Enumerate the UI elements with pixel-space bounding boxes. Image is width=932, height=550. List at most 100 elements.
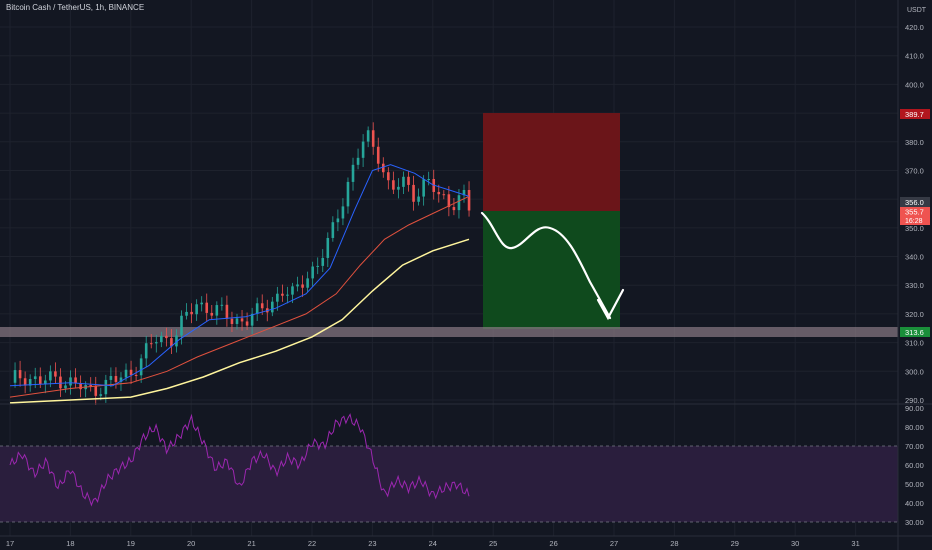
interval-label[interactable]: 1h [95, 3, 105, 12]
candle-body [18, 370, 22, 379]
candle-body [195, 304, 198, 315]
candle-body [296, 284, 299, 287]
candle-body [44, 380, 47, 385]
time-tick-label: 29 [731, 539, 739, 548]
price-tick-label: 320.0 [905, 310, 924, 319]
candle-body [225, 304, 229, 319]
price-tick-label: 290.0 [905, 396, 924, 405]
time-tick-label: 25 [489, 539, 497, 548]
candle-body [397, 186, 400, 190]
support-price-label: 313.6 [905, 328, 924, 337]
candle-body [387, 172, 390, 181]
candle-body [316, 265, 320, 267]
candle-body [311, 266, 314, 279]
candle-body [215, 305, 219, 316]
candle-body [89, 385, 93, 387]
candle-body [28, 379, 32, 386]
support-zone[interactable] [0, 327, 898, 337]
candle-body [160, 335, 163, 343]
candle-body [230, 318, 234, 324]
stop-price-label: 389.7 [905, 110, 924, 119]
rsi-tick-label: 70.00 [905, 442, 924, 451]
header-separator: , [90, 3, 96, 12]
candle-body [240, 318, 244, 322]
candle-body [417, 196, 420, 202]
time-tick-label: 20 [187, 539, 195, 548]
candle-body [69, 377, 72, 386]
candle-body [190, 311, 193, 315]
time-tick-label: 21 [247, 539, 255, 548]
candle-body [245, 321, 249, 326]
candle-body [271, 301, 274, 313]
rsi-line [9, 413, 470, 507]
time-tick-label: 28 [670, 539, 678, 548]
candle-body [104, 379, 108, 395]
rsi-band [0, 446, 898, 522]
candle-body [250, 313, 254, 326]
rsi-tick-label: 40.00 [905, 499, 924, 508]
price-tick-label: 350.0 [905, 224, 924, 233]
rsi-tick-label: 80.00 [905, 423, 924, 432]
projected-path-arrowhead [596, 288, 625, 321]
price-tick-label: 400.0 [905, 80, 924, 89]
candle-body [139, 358, 143, 376]
candle-body [331, 222, 335, 238]
candle-body [144, 343, 148, 359]
candle-body [361, 141, 365, 158]
candle-body [381, 163, 385, 173]
candle-body [371, 130, 375, 147]
candle-body [356, 157, 360, 165]
candle-body [185, 311, 188, 316]
candle-body [462, 189, 466, 196]
price-tick-label: 300.0 [905, 367, 924, 376]
candle-body [321, 257, 325, 266]
rsi-axis[interactable]: 90.00 80.00 70.00 60.00 50.00 40.00 30.00 [905, 404, 924, 527]
candle-body [79, 382, 82, 390]
ema-slow-line [9, 238, 470, 404]
chart-header[interactable]: Bitcoin Cash / TetherUS, 1h, BINANCE [6, 3, 144, 12]
candle-body [376, 146, 380, 164]
rsi-tick-label: 90.00 [905, 404, 924, 413]
countdown-label: 16:28 [905, 218, 923, 225]
candle-body [281, 293, 284, 296]
candle-body [422, 179, 425, 197]
candle-body [286, 294, 289, 296]
candle-body [175, 335, 178, 347]
ema-fast-line [9, 164, 470, 387]
candle-body [170, 338, 173, 347]
candle-body [255, 303, 259, 314]
candle-body [165, 335, 168, 339]
candle-body [94, 385, 98, 396]
candle-body [220, 304, 224, 306]
candle-body [23, 378, 27, 386]
time-tick-label: 27 [610, 539, 618, 548]
price-tick-label: 340.0 [905, 253, 924, 262]
candle-body [129, 369, 133, 375]
time-tick-label: 18 [66, 539, 74, 548]
candle-body [260, 303, 264, 309]
stop-loss-zone[interactable] [483, 113, 620, 211]
price-tick-label: 370.0 [905, 166, 924, 175]
exchange-label: BINANCE [108, 3, 145, 12]
take-profit-zone[interactable] [483, 211, 620, 329]
candle-body [64, 385, 67, 389]
candle-body [99, 394, 103, 396]
time-tick-label: 24 [429, 539, 437, 548]
time-axis[interactable]: 17 18 19 20 21 22 23 24 25 26 27 28 29 30 31 [6, 539, 860, 548]
symbol-name[interactable]: Bitcoin Cash / TetherUS [6, 3, 91, 12]
candle-body [306, 278, 309, 288]
candle-body [452, 207, 456, 211]
candle-body [447, 194, 451, 208]
candle-body [407, 176, 410, 185]
candle-body [346, 181, 350, 207]
candle-body [33, 376, 37, 380]
candle-body [341, 206, 345, 219]
time-tick-label: 30 [791, 539, 799, 548]
price-tick-label: 310.0 [905, 339, 924, 348]
candle-body [457, 195, 461, 211]
candle-body [276, 293, 279, 302]
candle-body [114, 376, 118, 382]
time-tick-label: 23 [368, 539, 376, 548]
